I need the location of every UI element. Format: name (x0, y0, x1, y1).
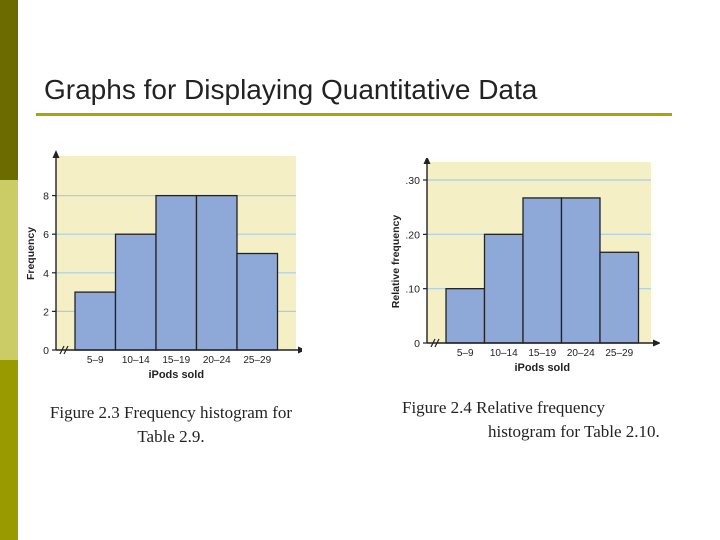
y-tick-label: .30 (405, 175, 420, 187)
bar (599, 251, 640, 344)
y-tick-label: 2 (43, 306, 49, 318)
sidebar-decoration (0, 0, 18, 540)
sidebar-band-mid (0, 360, 18, 540)
x-tick-label: 25–29 (605, 348, 633, 359)
y-tick-label: 4 (43, 268, 49, 280)
axis-break-mark (434, 338, 440, 348)
bar (483, 233, 524, 344)
x-tick-label: 15–19 (162, 355, 190, 366)
figure-caption-2-line2: histogram for Table 2.10. (488, 422, 660, 441)
y-tick-label: .20 (405, 229, 420, 241)
y-axis-arrow (423, 158, 431, 164)
axis-break-mark (430, 338, 436, 348)
x-tick-label: 10–14 (122, 355, 150, 366)
figure-caption-2: Figure 2.4 Relative frequency histogram … (402, 396, 702, 444)
relative-frequency-histogram: 0 .10 .20 .30 5–9 10–14 15–19 20–24 25–29 iPods s… (390, 158, 660, 374)
y-tick-label: 8 (43, 191, 49, 203)
x-tick-label: 5–9 (87, 355, 104, 366)
axis-break-mark (59, 345, 65, 355)
x-tick-label: 20–24 (567, 348, 595, 359)
sidebar-band-dark (0, 0, 18, 180)
bar (155, 194, 198, 351)
bar (114, 233, 157, 351)
sidebar-band-light (0, 180, 18, 360)
y-tick-label: 0 (414, 338, 420, 350)
y-tick-label: 6 (43, 229, 49, 241)
page-title: Graphs for Displaying Quantitative Data (44, 74, 538, 105)
y-tick-label: 0 (43, 345, 49, 357)
y-axis-label: Frequency (25, 227, 37, 280)
figure-caption-2-line1: Figure 2.4 Relative frequency (402, 398, 605, 417)
bar (195, 194, 238, 351)
x-tick-label: 25–29 (243, 355, 271, 366)
x-tick-label: 10–14 (490, 348, 518, 359)
x-tick-label: 5–9 (457, 348, 474, 359)
x-axis-arrow (298, 346, 302, 354)
y-axis-label: Relative frequency (390, 215, 402, 309)
x-axis-label: iPods sold (514, 362, 570, 374)
bar (560, 197, 601, 344)
x-tick-label: 15–19 (528, 348, 556, 359)
figure-caption-1: Figure 2.3 Frequency histogram for Table… (49, 403, 293, 446)
bar (445, 288, 486, 344)
y-tick-label: .10 (405, 284, 420, 296)
x-axis-label: iPods sold (148, 369, 204, 381)
y-axis-arrow (52, 150, 60, 158)
axis-break-mark (63, 345, 69, 355)
bar (522, 197, 563, 344)
x-tick-label: 20–24 (203, 355, 231, 366)
frequency-histogram: 0 2 4 6 8 5–9 10–14 15–19 20–24 25–29 iPods sold Fr… (25, 150, 302, 381)
x-axis-arrow (653, 339, 660, 347)
bar (236, 252, 279, 351)
bar (74, 291, 117, 351)
title-underline (36, 113, 672, 116)
